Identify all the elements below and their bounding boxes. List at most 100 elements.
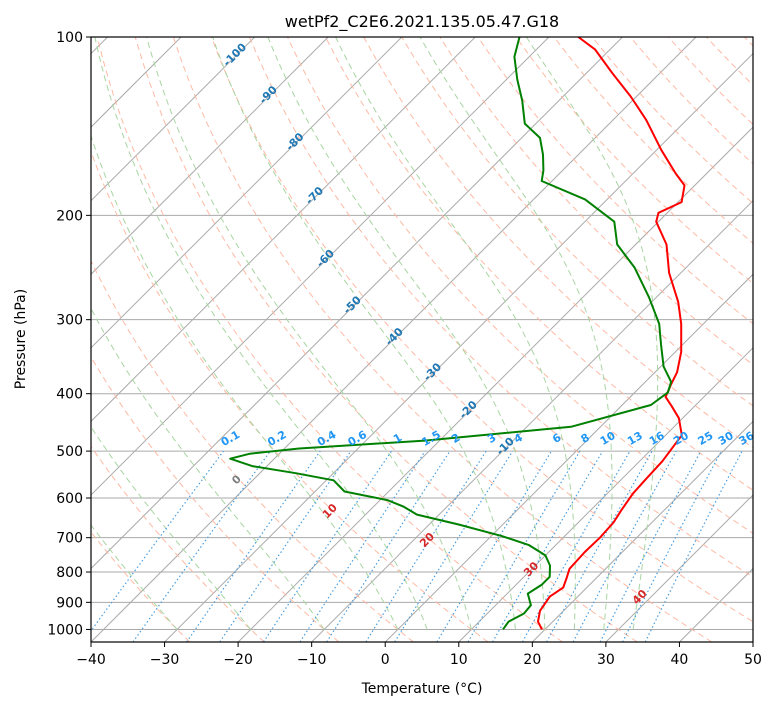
isotherm-label: -90 bbox=[257, 83, 280, 106]
isotherm-label: -60 bbox=[314, 247, 337, 270]
mixing-ratio-label: 0.6 bbox=[346, 428, 370, 449]
isotherm bbox=[163, 52, 753, 642]
mixing-ratio-label: 1 bbox=[391, 431, 404, 446]
dry-adiabat bbox=[669, 0, 775, 642]
isotherm-label: -40 bbox=[383, 325, 406, 348]
mixing-ratio-line bbox=[394, 450, 514, 642]
x-tick-label: 40 bbox=[671, 652, 689, 668]
moist-adiabat bbox=[525, 37, 659, 630]
isotherm bbox=[91, 37, 329, 275]
isotherm bbox=[91, 37, 256, 202]
isotherm bbox=[91, 37, 697, 642]
isotherm bbox=[91, 37, 624, 570]
dry-adiabat bbox=[248, 37, 753, 578]
dry-adiabat bbox=[91, 356, 340, 642]
mixing-ratio-line bbox=[219, 450, 352, 642]
mixing-ratio-label: 8 bbox=[579, 431, 592, 446]
dry-adiabat bbox=[477, 37, 753, 325]
moist-adiabat bbox=[91, 307, 325, 630]
x-tick-label: −30 bbox=[150, 652, 180, 668]
isotherm-label: -30 bbox=[421, 360, 444, 383]
mixing-ratio-label: 25 bbox=[696, 429, 716, 448]
mixing-ratio-label: 30 bbox=[716, 429, 736, 448]
x-tick-label: 20 bbox=[523, 652, 541, 668]
mixing-ratio-line bbox=[599, 450, 702, 642]
skewed-isotherms bbox=[91, 37, 753, 642]
x-axis-label: Temperature (°C) bbox=[361, 681, 483, 697]
mixing-ratio-label: 1.5 bbox=[420, 428, 443, 449]
moist-adiabat bbox=[419, 37, 613, 630]
mixing-ratio-line bbox=[436, 450, 553, 642]
isotherm-label: -100 bbox=[220, 40, 249, 69]
line-labels: -100-90-80-70-60-50-40-30-20-10010203040… bbox=[219, 40, 757, 607]
dry-adiabat-label: 10 bbox=[320, 501, 340, 521]
y-tick-label: 700 bbox=[56, 531, 83, 547]
chart-title: wetPf2_C2E6.2021.135.05.47.G18 bbox=[285, 12, 559, 32]
isotherm-label: -50 bbox=[341, 293, 364, 316]
mixing-ratio-label: 2 bbox=[449, 431, 462, 446]
dry-adiabat bbox=[210, 37, 753, 623]
mixing-ratio-label: 0.1 bbox=[219, 428, 242, 449]
isotherm bbox=[531, 420, 753, 642]
x-tick-label: 30 bbox=[597, 652, 615, 668]
moist-adiabat bbox=[267, 37, 546, 630]
isotherm bbox=[91, 37, 550, 496]
dry-adiabat bbox=[553, 37, 753, 244]
mixing-ratio-label: 0.2 bbox=[265, 428, 288, 449]
moist-adiabat bbox=[91, 524, 178, 630]
y-tick-label: 900 bbox=[56, 595, 83, 611]
mixing-ratio-line bbox=[326, 450, 451, 642]
mixing-ratio-label: 16 bbox=[647, 429, 667, 448]
dry-adiabat bbox=[286, 37, 753, 534]
mixing-ratio-line bbox=[262, 450, 392, 642]
mixing-ratio-line bbox=[546, 450, 653, 642]
y-tick-label: 200 bbox=[56, 208, 83, 224]
isotherm bbox=[91, 37, 477, 423]
isotherm bbox=[384, 273, 753, 642]
moist-adiabat bbox=[91, 134, 399, 630]
mixing-ratio-line bbox=[572, 450, 677, 642]
y-tick-label: 800 bbox=[56, 565, 83, 581]
isotherm-label: -20 bbox=[457, 398, 480, 421]
moist-adiabat bbox=[146, 37, 472, 630]
dry-adiabat bbox=[134, 37, 638, 642]
x-tick-label: −40 bbox=[76, 652, 106, 668]
mixing-ratio-label: 10 bbox=[598, 429, 618, 448]
mixing-ratio-line bbox=[186, 450, 321, 642]
mixing-ratio-line bbox=[91, 450, 224, 632]
moist-adiabat bbox=[212, 37, 516, 630]
mixing-ratio-line bbox=[132, 450, 271, 642]
grid-lines bbox=[91, 37, 753, 630]
sounding-profiles bbox=[229, 37, 686, 630]
y-tick-label: 300 bbox=[56, 313, 83, 329]
dry-adiabat bbox=[91, 531, 191, 642]
x-axis: −40 −30 −20 −10 0 10 20 30 40 50 bbox=[76, 642, 762, 668]
mixing-ratio-lines bbox=[91, 450, 743, 642]
y-tick-label: 600 bbox=[56, 491, 83, 507]
mixing-ratio-label: 13 bbox=[625, 429, 645, 448]
isotherm-label: -80 bbox=[283, 130, 306, 153]
moist-adiabat bbox=[335, 37, 576, 630]
isotherm bbox=[458, 347, 753, 642]
mixing-ratio-label: 36 bbox=[737, 429, 757, 448]
isotherm-label: -70 bbox=[303, 184, 326, 207]
isotherm bbox=[91, 37, 182, 128]
y-tick-label: 400 bbox=[56, 387, 83, 403]
isotherm bbox=[605, 494, 753, 642]
moist-adiabats bbox=[91, 37, 659, 630]
y-axis-label: Pressure (hPa) bbox=[13, 289, 29, 389]
dry-adiabat bbox=[96, 37, 563, 642]
dry-adiabat-label: 0 bbox=[229, 472, 244, 487]
moist-adiabat bbox=[91, 426, 252, 630]
mixing-ratio-line bbox=[521, 450, 631, 642]
isotherm bbox=[678, 567, 753, 642]
dry-adiabat bbox=[91, 445, 265, 642]
dry-adiabat bbox=[629, 37, 753, 165]
mixing-ratio-line bbox=[644, 450, 743, 642]
dry-adiabat bbox=[325, 37, 753, 491]
x-tick-label: −10 bbox=[297, 652, 327, 668]
y-tick-label: 1000 bbox=[47, 622, 83, 638]
mixing-ratio-line bbox=[299, 450, 426, 642]
dry-adiabat bbox=[667, 37, 753, 126]
